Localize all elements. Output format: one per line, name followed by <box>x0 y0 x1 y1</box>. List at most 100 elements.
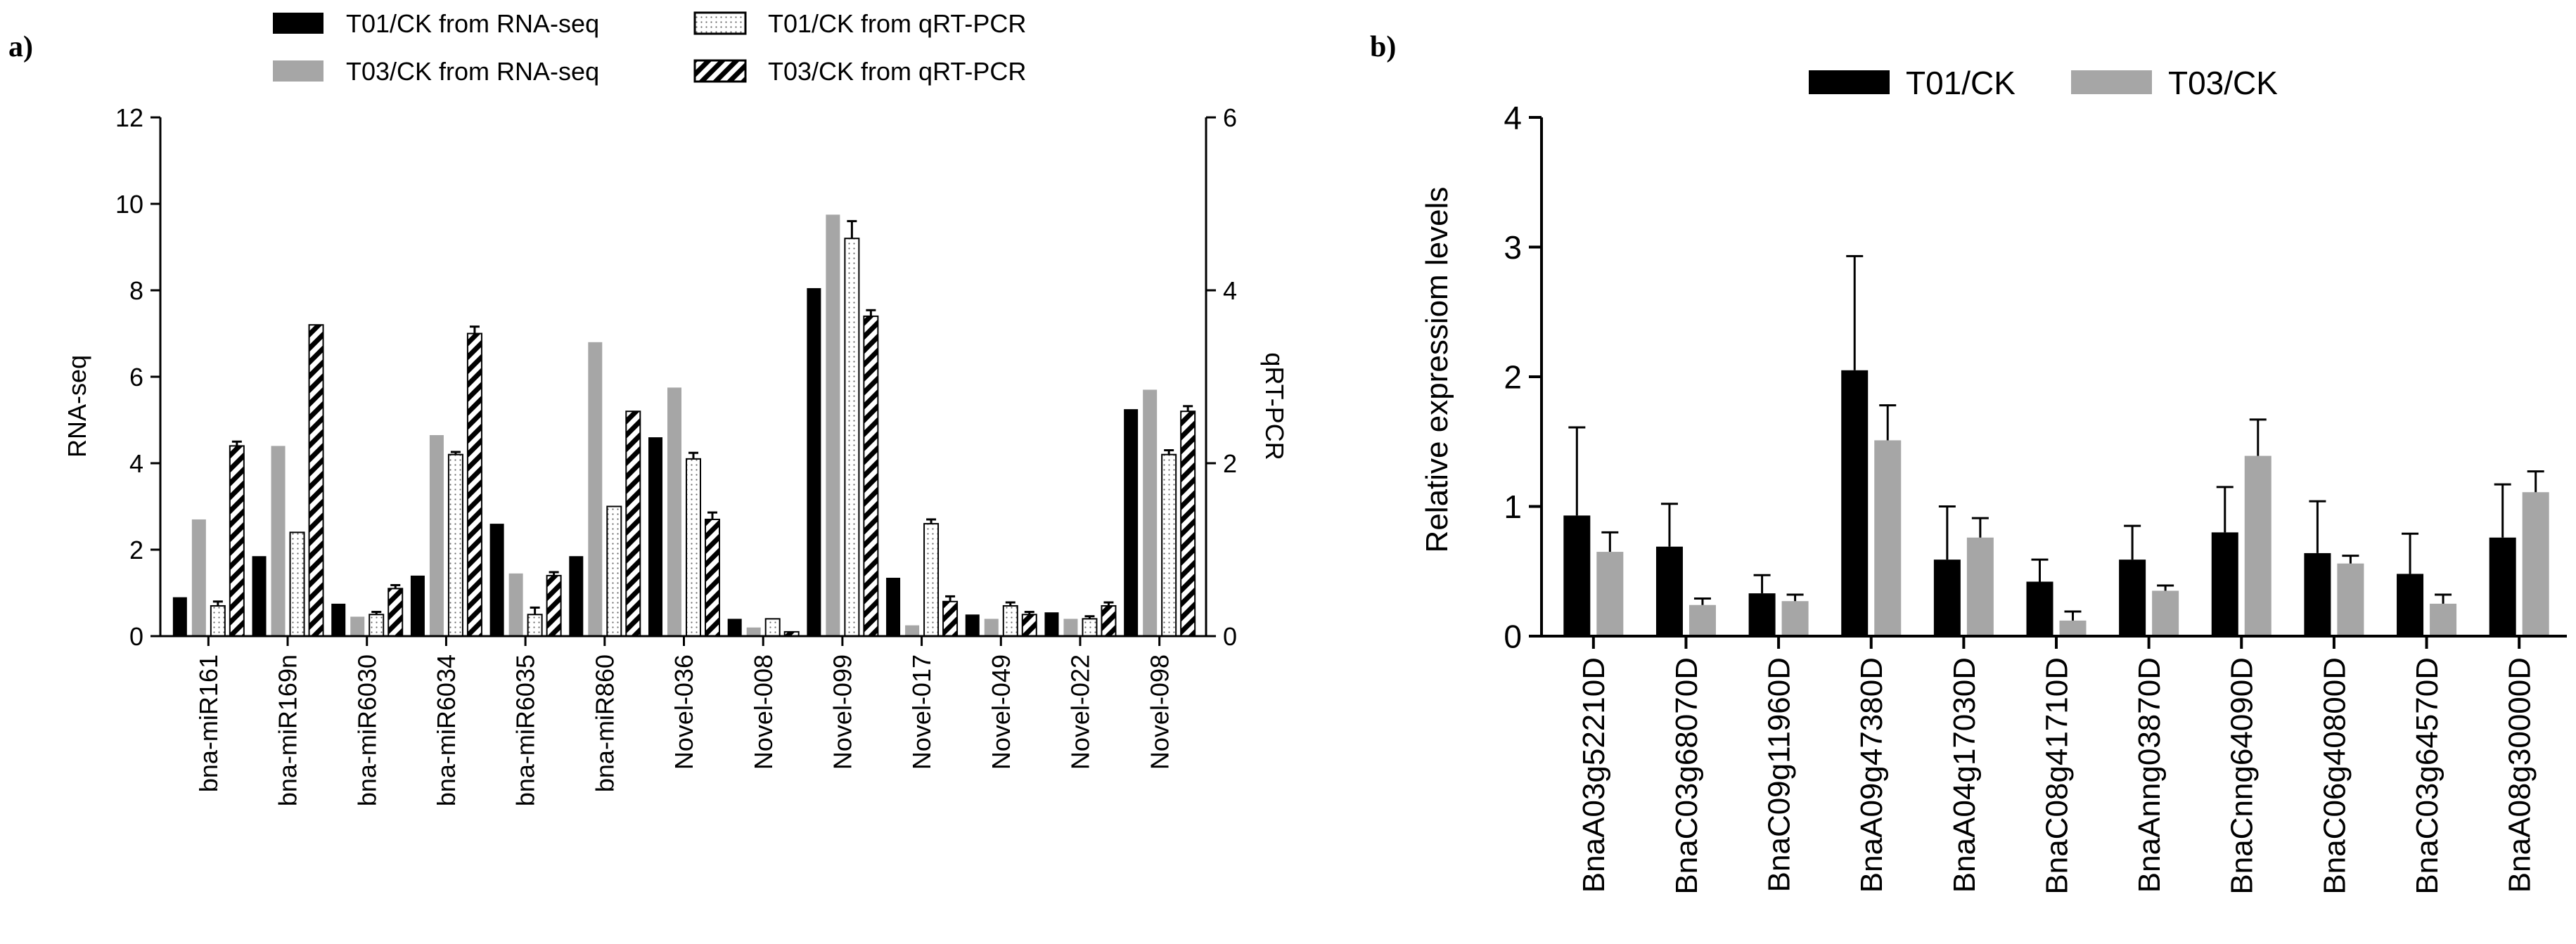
x-tick-label-a-9: Novel-017 <box>907 654 936 770</box>
x-tick-label-a-0: bna-miR161 <box>194 654 223 792</box>
bar-a-10-3 <box>1021 614 1037 637</box>
y-tick-label-b-2: 2 <box>1504 359 1522 396</box>
panel-label-a: a) <box>8 31 33 63</box>
bar-a-2-1 <box>350 616 365 636</box>
bar-a-6-2 <box>686 458 701 637</box>
legend-swatch-a-2 <box>693 11 747 35</box>
legend-label-a-0: T01/CK from RNA-seq <box>346 9 599 38</box>
bar-b-5-1 <box>2059 620 2087 636</box>
x-tick-label-b-8: BnaC06g40800D <box>2317 657 2352 895</box>
x-tick-label-b-2: BnaC09g11960D <box>1762 657 1796 892</box>
x-tick-label-a-11: Novel-022 <box>1066 654 1095 770</box>
x-tick-label-a-2: bna-miR6030 <box>352 654 381 806</box>
legend-item-a-1: T03/CK from RNA-seq <box>273 57 599 86</box>
x-tick-label-a-1: bna-miR169n <box>274 654 302 806</box>
bar-a-0-3 <box>229 445 245 638</box>
bar-a-4-0 <box>489 524 504 636</box>
bar-b-5-0 <box>2026 581 2053 636</box>
y2-tick-label-a-1: 2 <box>1223 449 1237 478</box>
bar-b-4-1 <box>1966 537 1994 636</box>
bar-a-6-0 <box>648 437 662 636</box>
bar-a-12-1 <box>1143 389 1158 636</box>
bar-a-1-3 <box>308 324 324 637</box>
bar-a-8-1 <box>826 214 840 636</box>
legend-item-a-3: T03/CK from qRT-PCR <box>693 57 1026 86</box>
x-tick-label-b-10: BnaA08g30000D <box>2503 657 2537 893</box>
y-tick-label-b-3: 3 <box>1504 229 1522 266</box>
bar-a-10-0 <box>965 614 980 636</box>
bars-a <box>172 214 1196 638</box>
y-ticks-a: 0 2 4 6 8 10 12 0 2 4 6 <box>115 103 1237 651</box>
legend-swatch-a-0 <box>273 13 323 34</box>
bar-a-10-1 <box>984 619 999 636</box>
x-tick-labels-b: BnaA03g52210D BnaC03g68070D BnaC09g11960D B… <box>1577 657 2537 895</box>
bar-b-1-1 <box>1689 604 1716 636</box>
bar-a-12-0 <box>1124 409 1139 636</box>
bar-a-2-3 <box>387 588 404 637</box>
axes-a <box>159 117 1207 646</box>
x-tick-label-a-3: bna-miR6034 <box>432 654 461 806</box>
bar-a-0-1 <box>191 519 206 636</box>
bar-a-11-3 <box>1101 604 1117 638</box>
x-tick-label-b-7: BnaCnng64090D <box>2225 657 2260 895</box>
legend-label-b-0: T01/CK <box>1906 65 2016 101</box>
bar-a-9-0 <box>886 577 901 636</box>
x-tick-label-b-5: BnaC08g41710D <box>2039 657 2074 895</box>
bar-a-8-0 <box>807 287 821 636</box>
bar-a-3-2 <box>447 453 463 637</box>
y-ticks-b: 0 1 2 3 4 <box>1504 100 1542 655</box>
bar-b-4-0 <box>1933 560 1961 636</box>
x-tick-label-b-6: BnaAnng03870D <box>2132 657 2167 893</box>
x-tick-label-a-10: Novel-049 <box>987 654 1015 770</box>
bar-a-12-3 <box>1180 410 1196 637</box>
legend-a: T01/CK from RNA-seq T01/CK from qRT-PCR … <box>273 9 1026 86</box>
bar-b-0-0 <box>1563 515 1591 636</box>
bar-b-6-0 <box>2119 560 2146 636</box>
bar-a-11-1 <box>1063 619 1078 636</box>
legend-item-a-0: T01/CK from RNA-seq <box>273 9 599 38</box>
legend-swatch-a-1 <box>273 60 323 82</box>
bar-b-2-0 <box>1748 593 1776 636</box>
bar-a-6-3 <box>705 518 720 638</box>
x-tick-label-a-6: Novel-036 <box>669 654 698 770</box>
y-tick-label-a-1: 2 <box>129 536 143 564</box>
y-tick-label-b-1: 1 <box>1504 489 1522 525</box>
bar-a-10-2 <box>1002 604 1018 638</box>
bar-a-7-0 <box>727 619 742 636</box>
bar-b-3-0 <box>1841 370 1869 636</box>
bar-a-8-2 <box>844 238 860 637</box>
bar-a-1-2 <box>289 531 305 638</box>
bar-b-7-0 <box>2211 532 2238 636</box>
panel-label-b: b) <box>1370 31 1396 63</box>
bar-a-4-1 <box>508 573 523 636</box>
bar-b-7-1 <box>2244 455 2271 636</box>
x-tick-label-a-4: bna-miR6035 <box>511 654 540 806</box>
legend-item-b-0: T01/CK <box>1809 65 2016 101</box>
bar-a-12-2 <box>1161 453 1177 637</box>
x-tick-label-b-4: BnaA04g17030D <box>1947 657 1982 893</box>
bar-b-6-1 <box>2152 590 2179 636</box>
bar-a-2-2 <box>369 614 385 637</box>
bar-a-7-2 <box>764 618 781 638</box>
bar-a-9-3 <box>942 600 959 637</box>
x-tick-label-a-8: Novel-099 <box>828 654 857 770</box>
bar-a-0-0 <box>172 597 187 636</box>
bar-a-5-1 <box>588 342 603 636</box>
bar-a-1-1 <box>271 446 286 636</box>
bar-b-9-1 <box>2430 603 2457 636</box>
bar-a-5-3 <box>625 410 641 637</box>
x-tick-label-b-1: BnaC03g68070D <box>1670 657 1704 895</box>
y-tick-label-a-2: 4 <box>129 449 143 478</box>
x-tick-label-b-0: BnaA03g52210D <box>1577 657 1611 893</box>
legend-label-b-1: T03/CK <box>2168 65 2278 101</box>
legend-swatch-a-3 <box>693 59 747 83</box>
y-tick-label-b-4: 4 <box>1504 100 1522 136</box>
bar-b-8-1 <box>2337 563 2364 636</box>
y-tick-label-a-6: 12 <box>115 103 143 132</box>
chart-b: b) T01/CK T03/CK Relative expressiom lev… <box>1370 31 2567 895</box>
legend-label-a-3: T03/CK from qRT-PCR <box>768 57 1026 86</box>
bar-a-9-1 <box>905 625 920 636</box>
bar-a-3-0 <box>410 575 425 636</box>
y-tick-label-a-0: 0 <box>129 622 143 651</box>
